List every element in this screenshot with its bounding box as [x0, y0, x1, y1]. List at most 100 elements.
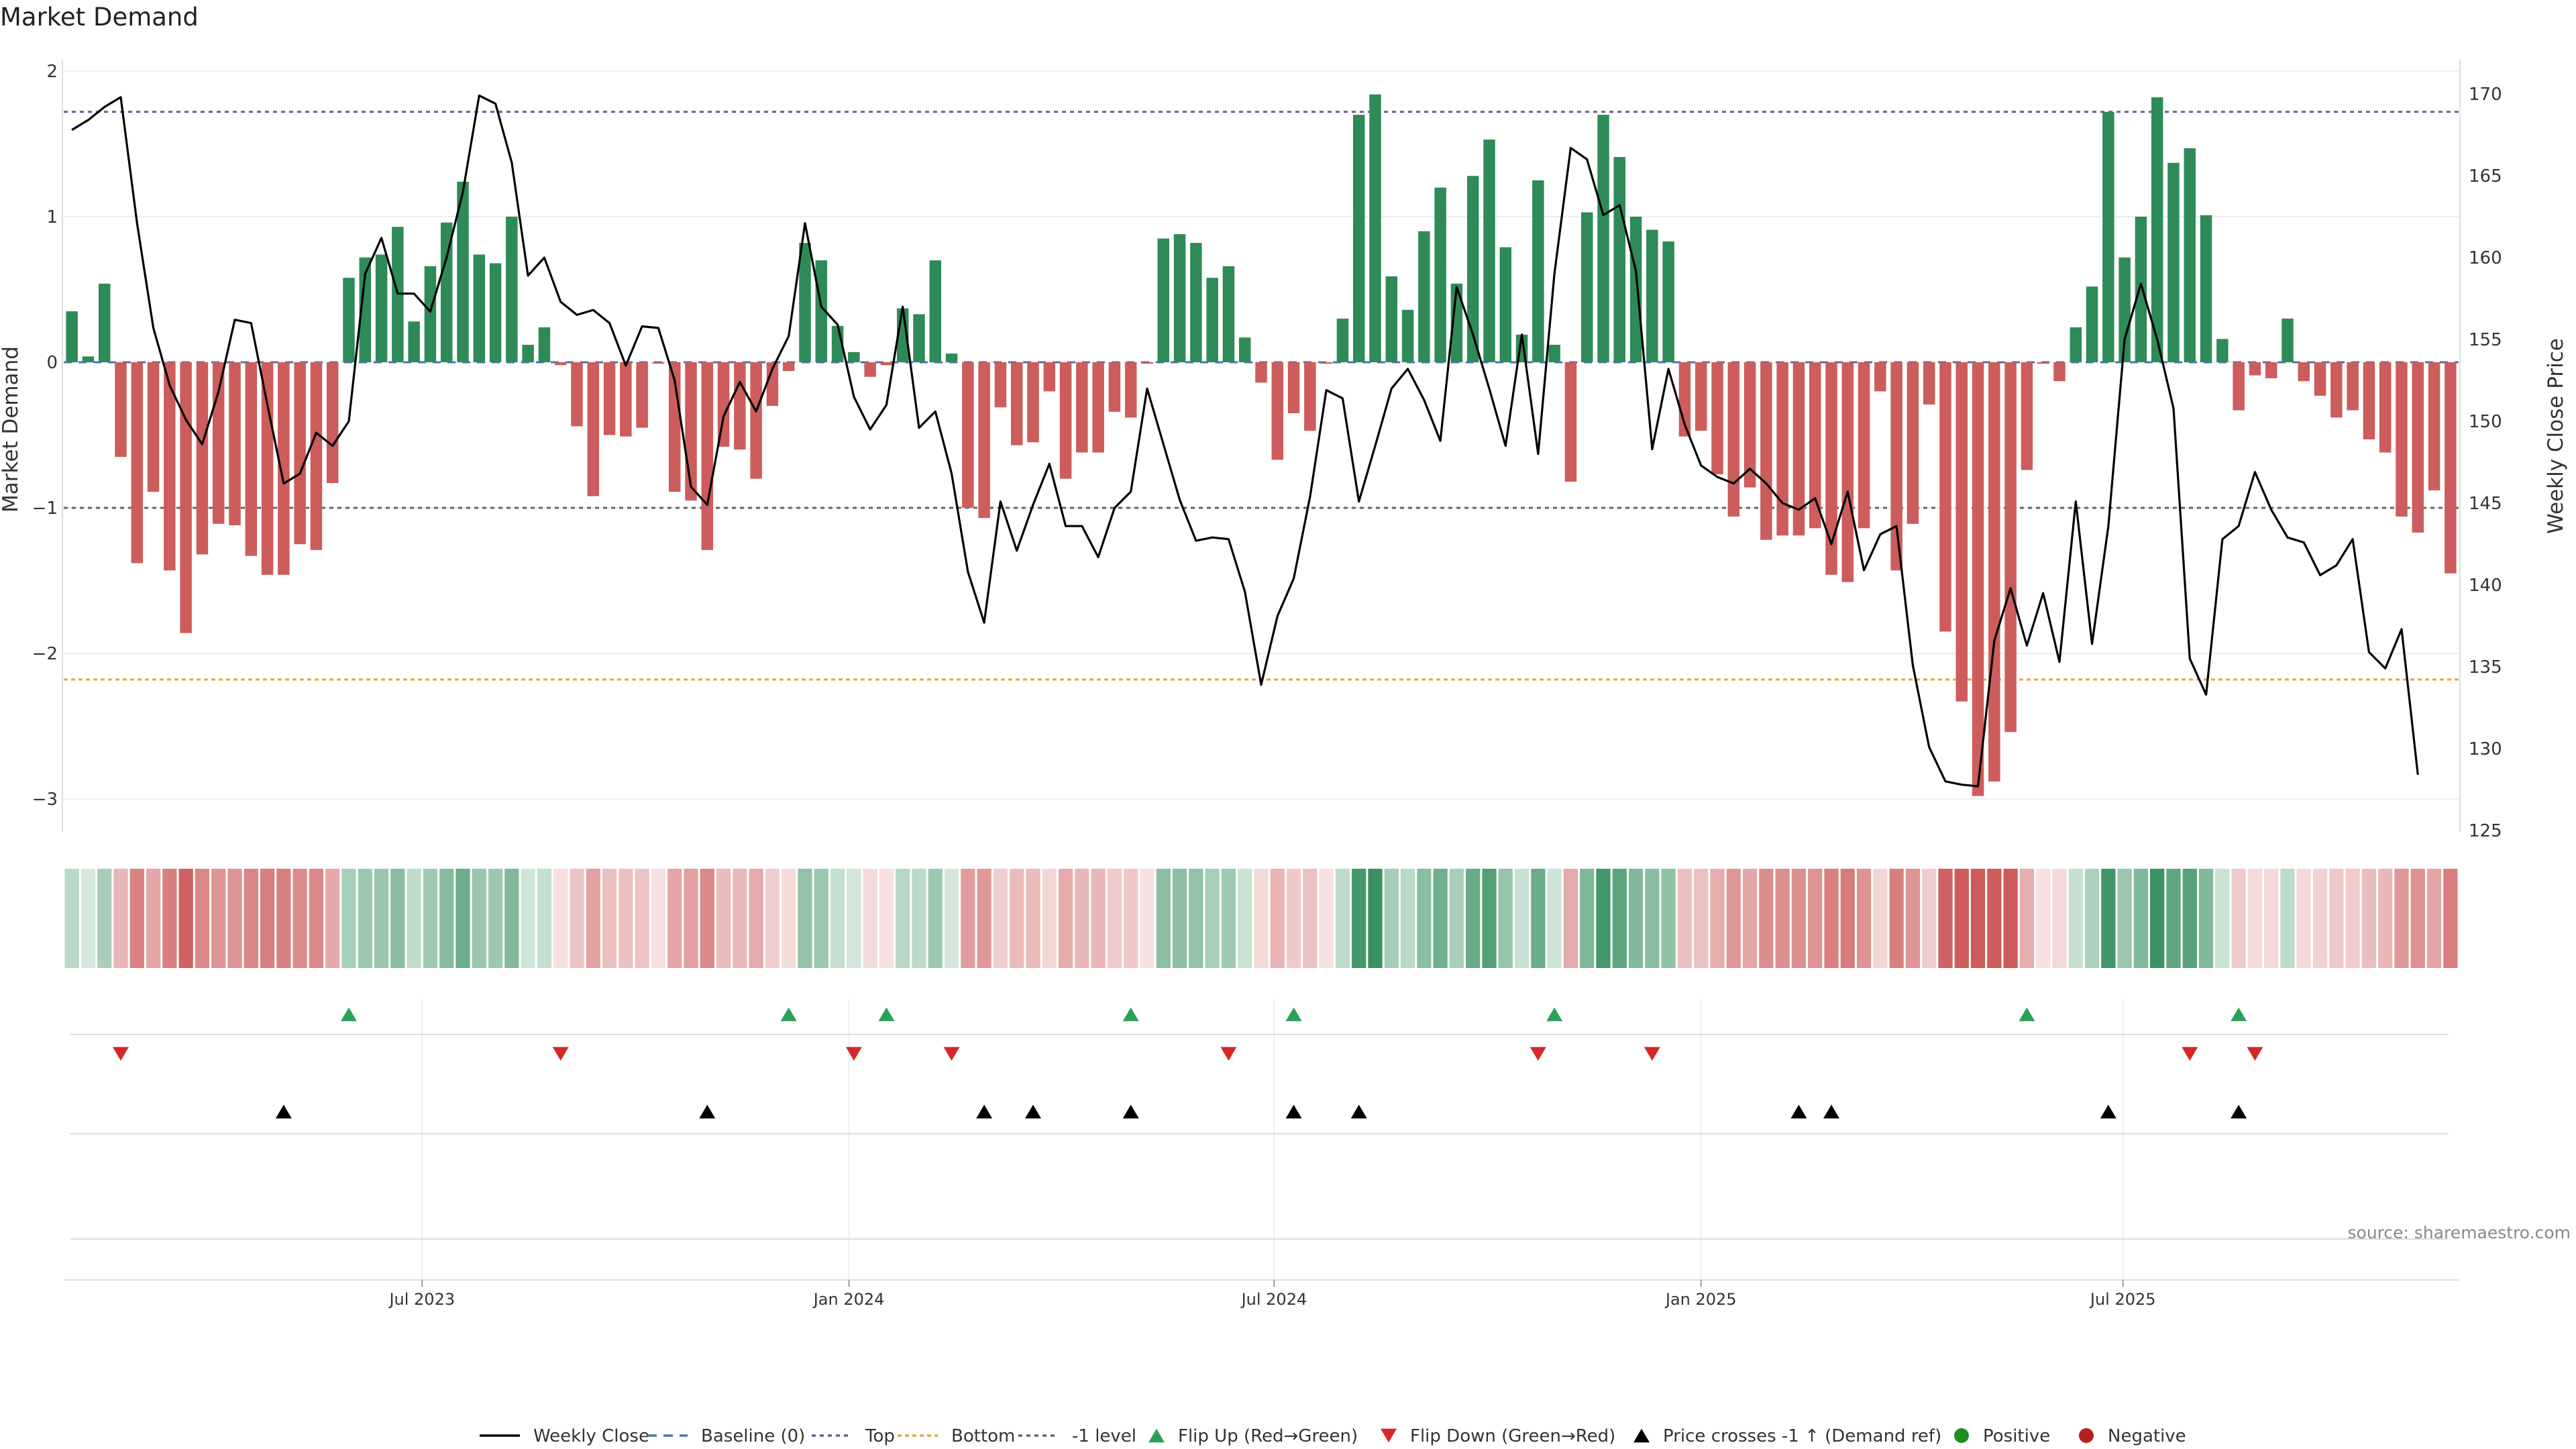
positive-demand-bar: [473, 254, 486, 362]
heat-strip-cell: [1856, 869, 1872, 968]
price-cross-marker: [2100, 1104, 2116, 1119]
price-cross-marker: [1823, 1104, 1839, 1119]
heat-strip-cell: [1938, 869, 1953, 968]
negative-demand-bar: [1923, 362, 1935, 405]
heat-strip-cell: [537, 869, 552, 968]
positive-demand-bar: [945, 353, 958, 362]
heat-strip-cell: [977, 869, 991, 968]
heat-strip-cell: [1482, 869, 1497, 968]
negative-demand-bar: [1108, 362, 1121, 412]
negative-demand-bar: [2298, 362, 2310, 382]
heat-strip-cell: [1840, 869, 1855, 968]
negative-demand-bar: [571, 362, 583, 427]
heat-strip-cell: [2394, 869, 2409, 968]
legend-flip-down-label: Flip Down (Green→Red): [1410, 1426, 1615, 1446]
positive-demand-bar: [522, 344, 534, 362]
heat-strip-cell: [798, 869, 812, 968]
negative-demand-bar: [1792, 362, 1805, 536]
positive-demand-bar: [1646, 229, 1658, 362]
right-tick-label: 125: [2469, 821, 2502, 841]
heat-strip-cell: [782, 869, 796, 968]
heat-strip-cell: [2150, 869, 2165, 968]
left-axis-title: Market Demand: [0, 346, 23, 513]
positive-demand-bar: [2135, 217, 2147, 362]
negative-demand-bar: [1287, 362, 1300, 413]
heat-strip-cell: [1221, 869, 1236, 968]
left-tick-label: 1: [46, 207, 58, 227]
flip-down-marker: [2247, 1046, 2263, 1061]
negative-demand-bar: [1059, 362, 1072, 479]
heat-strip-cell: [2426, 869, 2442, 968]
heat-strip-cell: [2084, 869, 2100, 968]
negative-demand-bar: [229, 362, 241, 526]
positive-demand-bar: [1173, 234, 1186, 362]
negative-demand-bar: [2396, 362, 2408, 517]
negative-demand-bar: [310, 362, 323, 550]
positive-demand-bar: [2167, 162, 2180, 362]
negative-demand-bar: [1874, 362, 1886, 392]
negative-demand-bar: [164, 362, 176, 571]
heat-strip-cell: [504, 869, 519, 968]
negative-demand-bar: [1304, 362, 1316, 431]
heat-strip-cell: [2182, 869, 2197, 968]
heat-strip-cell: [309, 869, 324, 968]
x-tick-label: Jul 2024: [1240, 1290, 1307, 1309]
negative-demand-bar: [1890, 362, 1902, 571]
negative-demand-bar: [2347, 362, 2359, 411]
heat-strip-cell: [2166, 869, 2181, 968]
negative-demand-bar: [1841, 362, 1854, 582]
flip-up-marker: [1546, 1007, 1563, 1022]
event-rows: [70, 1007, 2449, 1240]
legend-weekly-close-label: Weekly Close: [533, 1426, 649, 1446]
negative-demand-bar: [587, 362, 600, 496]
heat-strip-cell: [1726, 869, 1741, 968]
heat-strip-cell: [292, 869, 307, 968]
flip-down-marker: [552, 1046, 569, 1061]
negative-demand-bar: [1564, 362, 1577, 482]
negative-demand-bar: [2314, 362, 2326, 396]
positive-demand-bar: [2151, 97, 2163, 362]
legend-top-label: Top: [865, 1426, 895, 1446]
heat-strip-cell: [1922, 869, 1937, 968]
heat-strip-cell: [2215, 869, 2230, 968]
positive-demand-bar: [2102, 111, 2114, 362]
heat-strip-cell: [211, 869, 226, 968]
x-tick-label: Jul 2025: [2089, 1290, 2156, 1309]
positive-demand-bar: [1238, 337, 1251, 362]
negative-demand-bar: [1760, 362, 1772, 540]
x-tick-label: Jan 2024: [812, 1290, 885, 1309]
positive-demand-bar: [929, 260, 942, 362]
negative-demand-bar: [1124, 362, 1137, 418]
heat-strip-cell: [553, 869, 568, 968]
positive-demand-bar: [1499, 247, 1512, 362]
positive-demand-bar: [1532, 180, 1544, 362]
price-cross-marker: [1350, 1104, 1367, 1119]
heat-strip-cell: [2345, 869, 2360, 968]
negative-demand-bar: [1076, 362, 1088, 453]
positive-demand-bar: [1629, 217, 1642, 362]
heat-strip-cell: [2329, 869, 2344, 968]
heat-strip-cell: [1498, 869, 1513, 968]
right-tick-label: 165: [2469, 166, 2502, 186]
heat-strip-cell: [1319, 869, 1334, 968]
heat-strip-cell: [2117, 869, 2132, 968]
negative-demand-bar: [2233, 362, 2245, 411]
heat-strip-cell: [80, 869, 96, 968]
price-cross-marker: [976, 1104, 993, 1119]
heat-strip-cell: [863, 869, 877, 968]
x-tick-label: Jul 2023: [388, 1290, 455, 1309]
heat-strip-cell: [716, 869, 731, 968]
left-tick-label: 0: [46, 353, 58, 373]
negative-demand-bar: [180, 362, 192, 633]
heat-strip-cell: [1303, 869, 1318, 968]
heat-strip-cell: [472, 869, 486, 968]
price-cross-marker: [1285, 1104, 1302, 1119]
positive-demand-bar: [799, 243, 811, 362]
heat-strip-cell: [276, 869, 291, 968]
heat-strip-cell: [847, 869, 861, 968]
legend-baseline-label: Baseline (0): [701, 1426, 805, 1446]
negative-demand-bar: [1825, 362, 1837, 575]
heat-strip-cell: [619, 869, 633, 968]
heat-strip-cell: [1368, 869, 1383, 968]
heat-strip-cell: [1677, 869, 1693, 968]
